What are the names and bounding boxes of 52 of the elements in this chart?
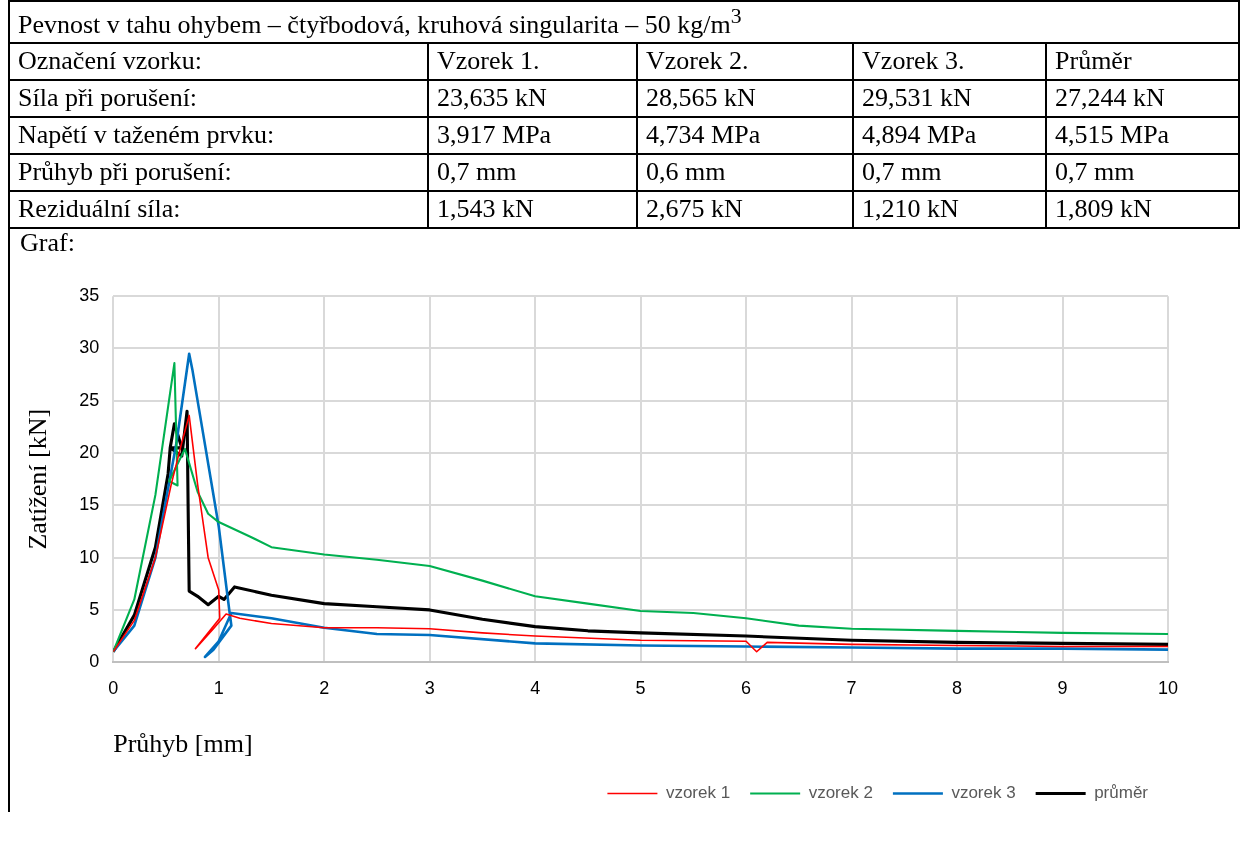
text: Pevnost v tahu ohybem – čtyřbodová, kruhová singularita – 50 kg/m$^{3}$ — [9, 1, 1239, 43]
legend-label: průměr — [1094, 782, 1149, 802]
chart-title: Graf: — [20, 228, 75, 258]
text: 0,7 mm — [428, 153, 638, 191]
text: 0,7 mm — [1046, 153, 1239, 191]
text: 0,6 mm — [637, 153, 854, 191]
text: Průhyb při porušení: — [9, 153, 429, 191]
legend-label: vzorek 2 — [808, 782, 873, 802]
text: 3,917 MPa — [428, 116, 638, 154]
text: 27,244 kN — [1046, 79, 1239, 117]
text: 1,809 kN — [1046, 190, 1239, 228]
y-tick-label: 0 — [89, 650, 100, 671]
x-tick-label: 10 — [1157, 677, 1179, 698]
text: Vzorek 3. — [853, 42, 1047, 80]
text: Označení vzorku: — [9, 42, 429, 80]
y-tick-label: 35 — [79, 284, 100, 305]
legend-label: vzorek 1 — [665, 782, 731, 802]
y-axis-title: Zatížení [kN] — [23, 408, 53, 550]
text: 28,565 kN — [637, 79, 854, 117]
y-tick-label: 25 — [79, 389, 100, 410]
x-axis-title: Průhyb [mm] — [113, 728, 253, 758]
text: 1,543 kN — [428, 190, 638, 228]
text: 4,734 MPa — [637, 116, 854, 154]
text: 1,210 kN — [853, 190, 1047, 228]
x-tick-label: 3 — [424, 677, 435, 698]
text: Vzorek 2. — [637, 42, 854, 80]
text: Síla při porušení: — [9, 79, 429, 117]
x-tick-label: 0 — [108, 677, 119, 698]
text: Průměr — [1046, 42, 1239, 80]
text: Napětí v taženém prvku: — [9, 116, 429, 154]
x-tick-label: 5 — [635, 677, 646, 698]
x-tick-label: 4 — [530, 677, 541, 698]
x-tick-label: 9 — [1057, 677, 1068, 698]
legend-label: vzorek 3 — [951, 782, 1016, 802]
text: 4,515 MPa — [1046, 116, 1239, 154]
y-tick-label: 5 — [89, 598, 100, 619]
y-tick-label: 10 — [79, 546, 100, 567]
x-tick-label: 8 — [952, 677, 963, 698]
text: 23,635 kN — [428, 79, 638, 117]
y-tick-label: 30 — [79, 337, 100, 358]
text: 4,894 MPa — [853, 116, 1047, 154]
x-tick-label: 7 — [846, 677, 857, 698]
text: Reziduální síla: — [9, 190, 429, 228]
text: 2,675 kN — [637, 190, 854, 228]
y-tick-label: 20 — [79, 441, 100, 462]
x-tick-label: 2 — [319, 677, 330, 698]
text: 0,7 mm — [853, 153, 1047, 191]
y-tick-label: 15 — [79, 493, 100, 514]
x-tick-label: 6 — [741, 677, 752, 698]
text: Vzorek 1. — [428, 42, 638, 80]
text: 29,531 kN — [853, 79, 1047, 117]
x-tick-label: 1 — [213, 677, 224, 698]
